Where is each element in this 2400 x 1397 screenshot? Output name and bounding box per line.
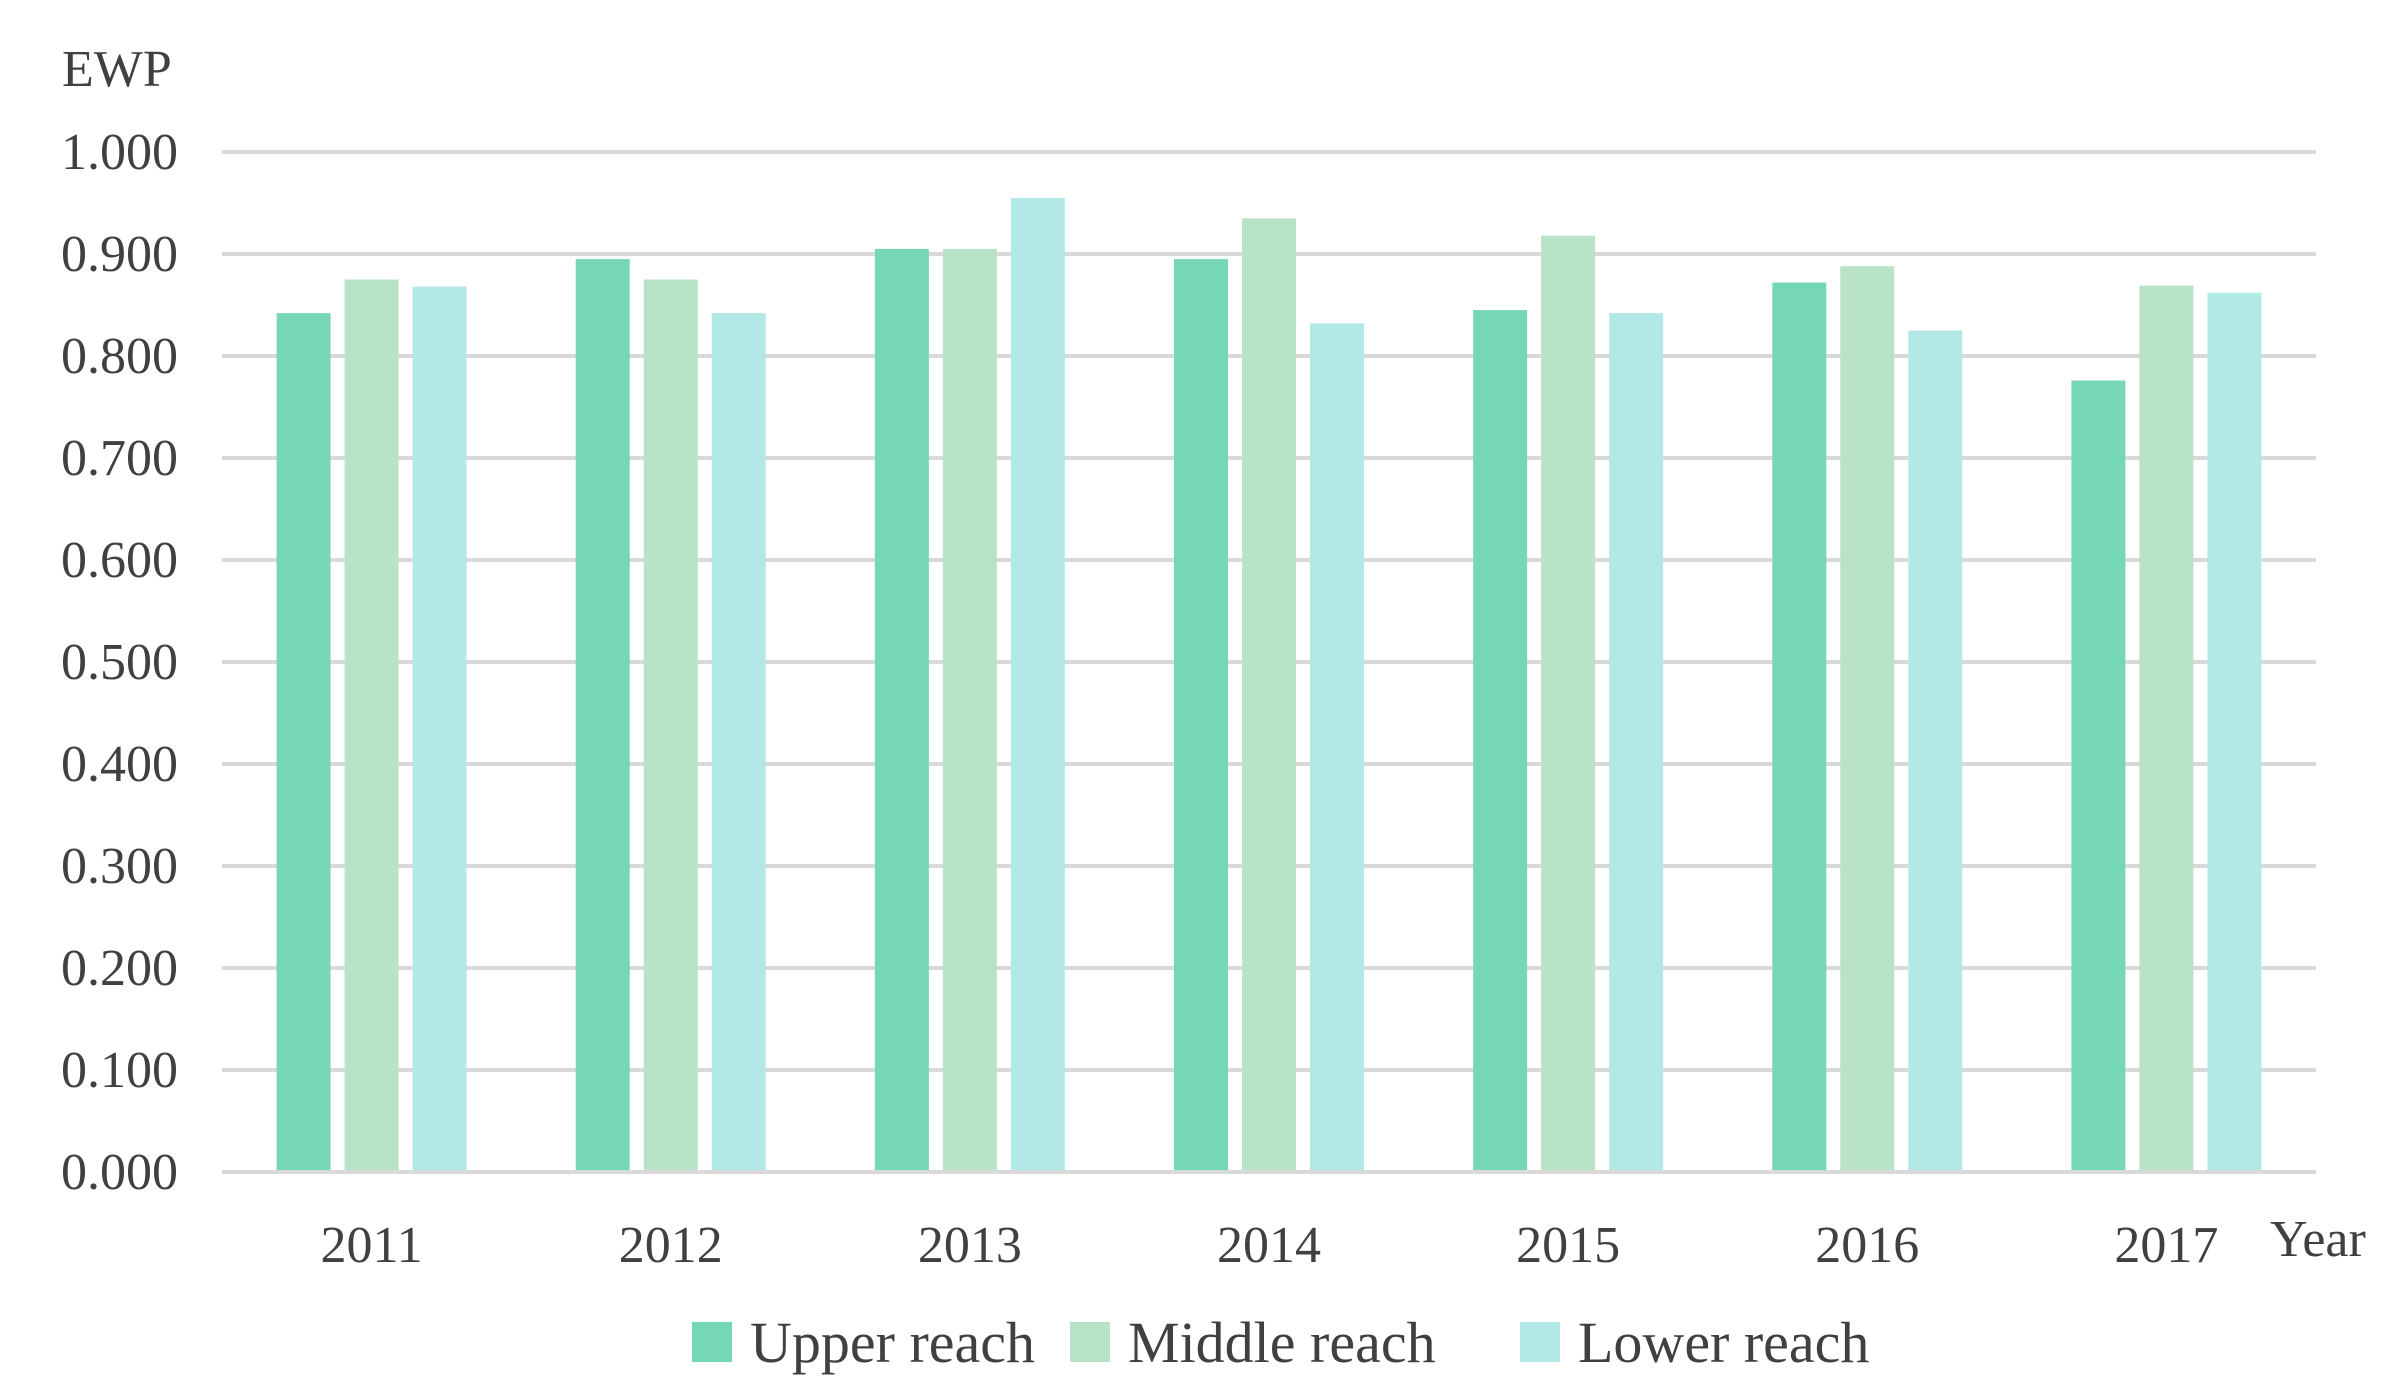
bar xyxy=(1010,197,1065,1172)
y-tick-label: 0.900 xyxy=(61,226,178,283)
x-axis-title: Year xyxy=(2270,1211,2366,1268)
y-tick-label: 1.000 xyxy=(61,124,178,181)
y-tick-label: 0.100 xyxy=(61,1042,178,1099)
y-tick-label: 0.200 xyxy=(61,940,178,997)
bar xyxy=(1310,323,1364,1172)
bars xyxy=(276,197,2262,1173)
bar xyxy=(1541,235,1596,1172)
x-axis-ticks: 2011 2012 2013 2014 2015 2016 2017 xyxy=(321,1217,2219,1274)
y-tick-label: 0.500 xyxy=(61,634,178,691)
bar xyxy=(874,248,929,1172)
legend-label: Lower reach xyxy=(1578,1310,1869,1375)
y-tick-label: 0.800 xyxy=(61,328,178,385)
legend-label: Middle reach xyxy=(1128,1310,1436,1375)
bar xyxy=(643,279,698,1172)
bar xyxy=(575,259,630,1173)
x-tick-label: 2015 xyxy=(1516,1217,1620,1274)
bar xyxy=(2139,285,2194,1172)
bar xyxy=(1772,282,1827,1172)
bar xyxy=(1840,266,1895,1172)
bar xyxy=(1908,330,1963,1172)
bar xyxy=(276,313,331,1172)
bar xyxy=(711,313,766,1172)
bar xyxy=(2207,292,2262,1172)
bar xyxy=(1174,259,1228,1173)
legend: Upper reach Middle reach Lower reach xyxy=(692,1310,1869,1375)
legend-label: Upper reach xyxy=(750,1310,1035,1375)
x-tick-label: 2014 xyxy=(1217,1217,1321,1274)
legend-swatch xyxy=(1520,1322,1560,1362)
legend-swatch xyxy=(1070,1322,1110,1362)
bar xyxy=(412,286,467,1172)
y-tick-label: 0.400 xyxy=(61,736,178,793)
x-tick-label: 2011 xyxy=(321,1217,423,1274)
bar xyxy=(942,248,997,1172)
y-tick-label: 0.700 xyxy=(61,430,178,487)
y-tick-label: 0.000 xyxy=(61,1144,178,1201)
bar xyxy=(1473,310,1528,1173)
bar xyxy=(344,279,399,1172)
legend-swatch xyxy=(692,1322,732,1362)
x-tick-label: 2012 xyxy=(619,1217,723,1274)
y-axis-ticks: 0.000 0.100 0.200 0.300 0.400 0.500 0.600 0.700… xyxy=(61,124,178,1201)
bar xyxy=(2071,380,2126,1173)
x-tick-label: 2013 xyxy=(918,1217,1022,1274)
bar xyxy=(1242,218,1296,1173)
y-tick-label: 0.300 xyxy=(61,838,178,895)
y-tick-label: 0.600 xyxy=(61,532,178,589)
x-tick-label: 2016 xyxy=(1815,1217,1919,1274)
x-tick-label: 2017 xyxy=(2114,1217,2218,1274)
y-axis-title: EWP xyxy=(62,41,172,98)
bar xyxy=(1609,313,1664,1172)
